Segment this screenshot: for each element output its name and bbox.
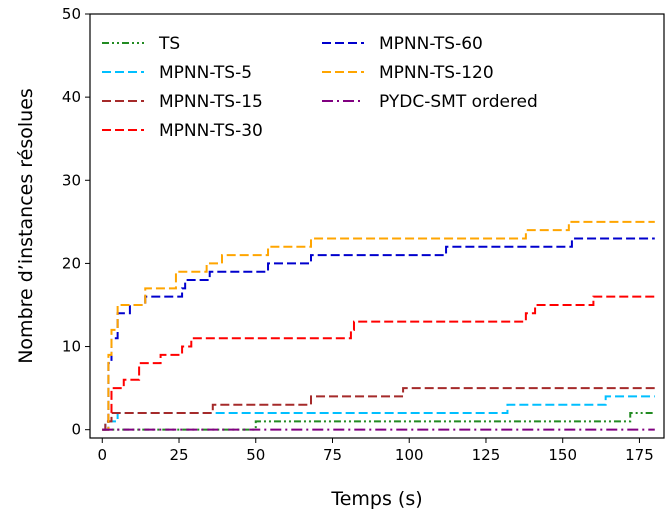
y-tick-label: 50	[62, 5, 81, 23]
legend-label-6: PYDC-SMT ordered	[379, 92, 538, 112]
legend-label-4: MPNN-TS-60	[379, 34, 483, 54]
legend-label-1: MPNN-TS-5	[159, 63, 252, 83]
legend-label-2: MPNN-TS-15	[159, 92, 263, 112]
legend-label-3: MPNN-TS-30	[159, 121, 263, 141]
y-tick-label: 20	[62, 254, 81, 272]
x-tick-label: 175	[625, 446, 654, 464]
x-tick-label: 125	[472, 446, 501, 464]
x-tick-label: 50	[246, 446, 265, 464]
series-line-2	[102, 387, 655, 431]
x-tick-label: 100	[395, 446, 424, 464]
y-tick-label: 40	[62, 88, 81, 106]
series-line-3	[102, 295, 655, 431]
x-tick-label: 75	[323, 446, 342, 464]
y-axis: 0 10 20 30 40 50	[62, 5, 90, 439]
x-axis-label: Temps (s)	[330, 488, 422, 510]
x-tick-label: 25	[169, 446, 188, 464]
x-tick-label: 0	[98, 446, 108, 464]
y-tick-label: 30	[62, 171, 81, 189]
plot-frame	[89, 13, 665, 439]
x-axis: 0 25 50 75 100 125 150 175	[98, 438, 654, 464]
y-tick-label: 0	[71, 421, 81, 439]
legend: TS MPNN-TS-5 MPNN-TS-15 MPNN-TS-30 MPNN-TS-6…	[102, 34, 538, 141]
series-line-4	[102, 237, 655, 431]
y-axis-label: Nombre d’instances résolues	[15, 88, 37, 364]
series-line-5	[102, 220, 655, 431]
x-tick-label: 150	[548, 446, 577, 464]
plot-area	[102, 220, 655, 431]
series-line-0	[102, 412, 655, 431]
legend-label-0: TS	[158, 34, 180, 54]
y-tick-label: 10	[62, 338, 81, 356]
legend-label-5: MPNN-TS-120	[379, 63, 494, 83]
